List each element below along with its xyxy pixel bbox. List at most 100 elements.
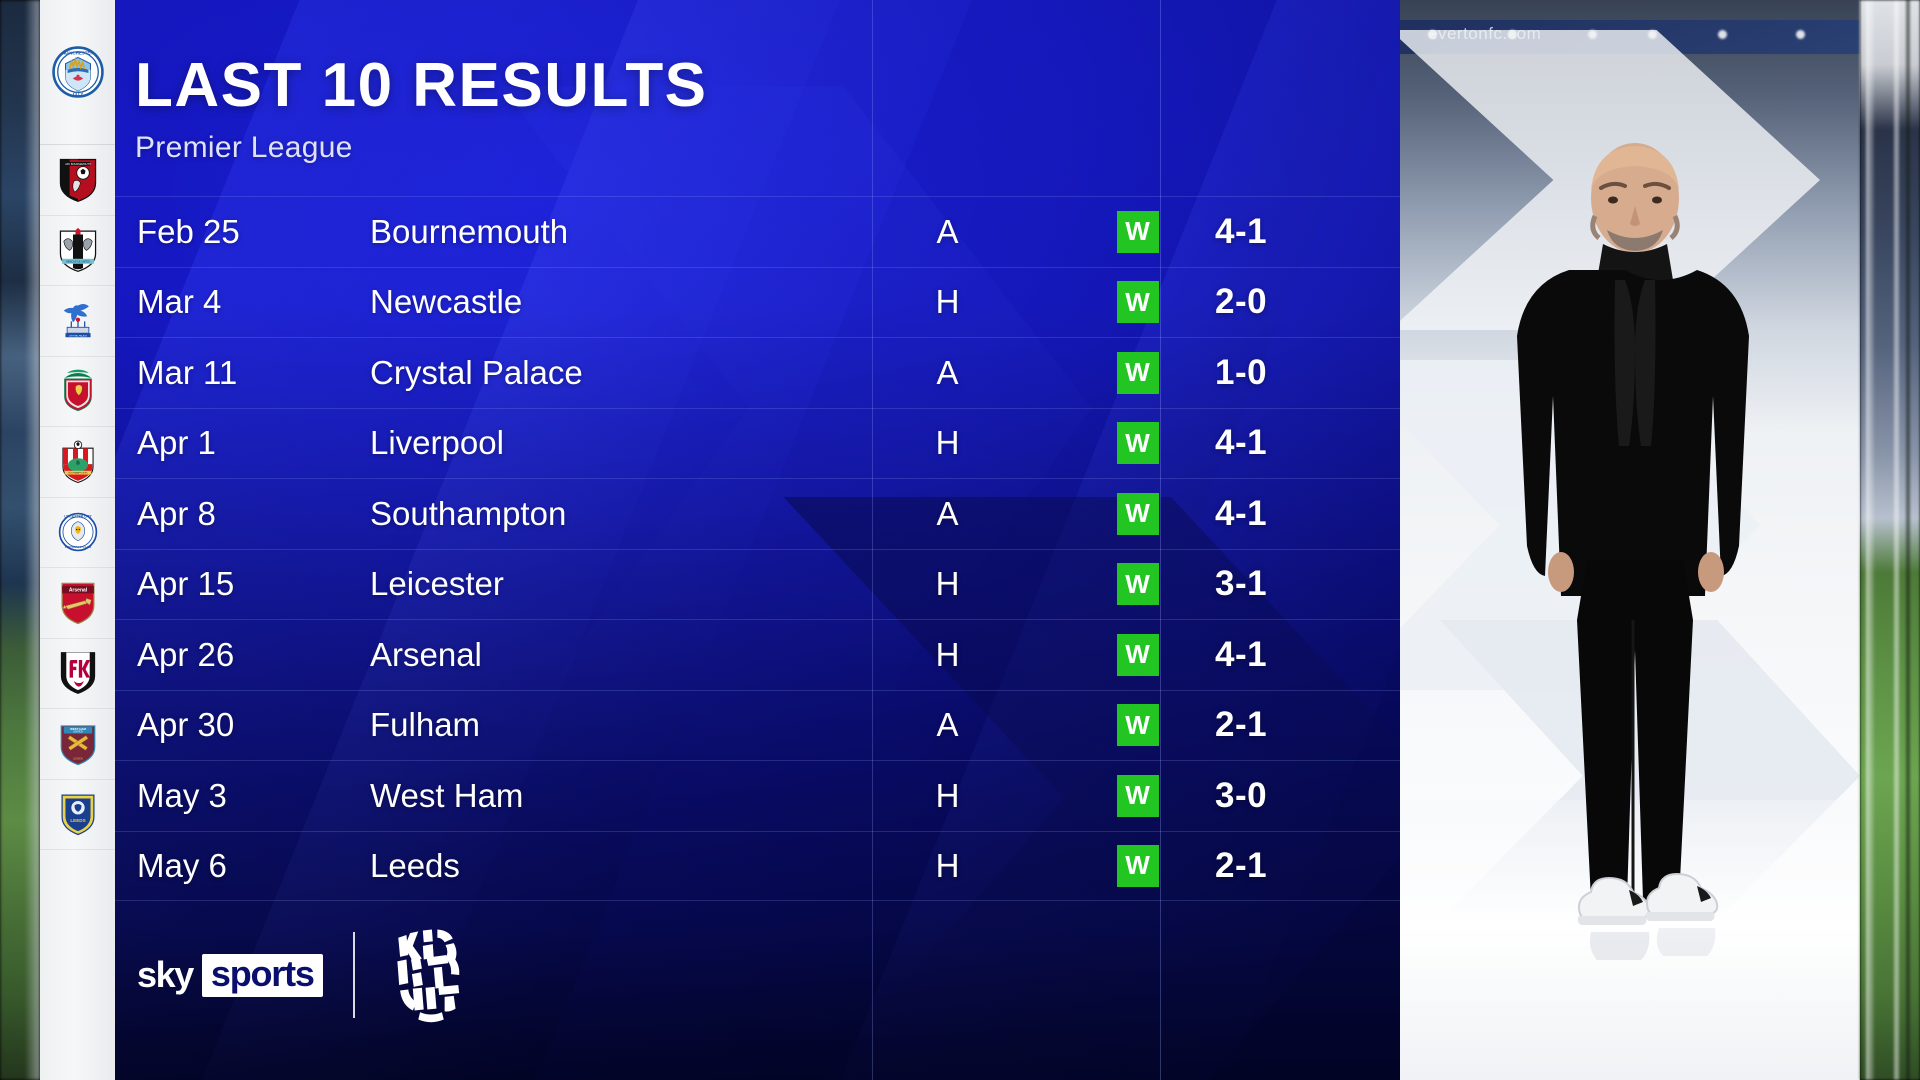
right-stadium-edge bbox=[1860, 0, 1920, 1080]
svg-text:FOOTBALL CLUB: FOOTBALL CLUB bbox=[64, 545, 91, 549]
cell-score: 4-1 bbox=[1215, 211, 1268, 251]
column-divider-left bbox=[872, 0, 873, 1080]
cell-opponent: West Ham bbox=[370, 776, 524, 814]
result-badge: W bbox=[1116, 281, 1159, 324]
crystal-palace-crest-icon: CRYSTAL PALACE bbox=[57, 298, 99, 344]
cell-score: 4-1 bbox=[1215, 634, 1268, 674]
leicester-crest-icon: LEICESTER CITY FOOTBALL CLUB bbox=[57, 509, 99, 555]
manager-photo-panel: evertonfc.com bbox=[1400, 0, 1860, 1080]
cell-date: Apr 26 bbox=[137, 635, 235, 673]
crest-cell bbox=[40, 639, 115, 709]
footer-logos: sky sports bbox=[137, 925, 477, 1025]
cell-opponent: Newcastle bbox=[370, 283, 523, 321]
cell-venue: H bbox=[935, 776, 960, 814]
cell-date: Apr 8 bbox=[137, 494, 216, 532]
leeds-crest-icon: LEEDS bbox=[57, 791, 99, 837]
sky-wordmark: sky bbox=[137, 954, 194, 995]
team-crest-cell: MANCHESTER CITY bbox=[40, 0, 115, 145]
cell-opponent: Bournemouth bbox=[370, 212, 569, 250]
svg-text:Arsenal: Arsenal bbox=[68, 587, 87, 593]
left-stadium-edge bbox=[0, 0, 40, 1080]
table-row: Apr 1 Liverpool H W 4-1 bbox=[115, 407, 1400, 479]
svg-text:CRYSTAL PALACE: CRYSTAL PALACE bbox=[69, 334, 88, 337]
crest-cell bbox=[40, 357, 115, 427]
panel-header: LAST 10 RESULTS Premier League bbox=[135, 55, 708, 165]
result-badge: W bbox=[1116, 844, 1159, 887]
manchester-city-crest-icon: MANCHESTER CITY bbox=[51, 46, 104, 98]
cell-result: W bbox=[1070, 422, 1205, 465]
svg-text:AFC BOURNEMOUTH: AFC BOURNEMOUTH bbox=[65, 163, 91, 166]
west-ham-crest-icon: WEST HAM UNITED LONDON bbox=[57, 721, 99, 767]
cell-score: 3-1 bbox=[1215, 564, 1268, 604]
cell-venue: H bbox=[935, 565, 960, 603]
cell-result: W bbox=[1070, 351, 1205, 394]
rail-spacer bbox=[40, 850, 115, 1080]
cell-opponent: Leicester bbox=[370, 565, 504, 603]
cell-date: Apr 1 bbox=[137, 424, 216, 462]
result-badge: W bbox=[1116, 704, 1159, 747]
results-panel: LAST 10 RESULTS Premier League Feb 25 Bou… bbox=[115, 0, 1400, 1080]
cell-result: W bbox=[1070, 844, 1205, 887]
cell-opponent: Arsenal bbox=[370, 635, 482, 673]
svg-text:SOUTHAMPTON FC: SOUTHAMPTON FC bbox=[68, 471, 88, 474]
svg-text:WEST HAM: WEST HAM bbox=[70, 727, 86, 731]
result-badge: W bbox=[1116, 492, 1159, 535]
cell-result: W bbox=[1070, 210, 1205, 253]
svg-text:UNITED: UNITED bbox=[73, 730, 83, 733]
svg-text:CITY: CITY bbox=[72, 91, 84, 96]
table-row: Mar 4 Newcastle H W 2-0 bbox=[115, 266, 1400, 338]
crest-cell: NEWCASTLE UNITED bbox=[40, 216, 115, 286]
cell-venue: A bbox=[936, 706, 959, 744]
cell-date: Feb 25 bbox=[137, 212, 240, 250]
table-row: Apr 30 Fulham A W 2-1 bbox=[115, 689, 1400, 761]
cell-opponent: Crystal Palace bbox=[370, 353, 583, 391]
southampton-crest-icon: SOUTHAMPTON FC bbox=[57, 439, 99, 485]
cell-venue: H bbox=[935, 283, 960, 321]
result-badge: W bbox=[1116, 210, 1159, 253]
table-row: Mar 11 Crystal Palace A W 1-0 bbox=[115, 337, 1400, 408]
crest-cell: LEICESTER CITY FOOTBALL CLUB bbox=[40, 498, 115, 568]
arsenal-crest-icon: Arsenal bbox=[57, 580, 99, 626]
cell-score: 1-0 bbox=[1215, 352, 1268, 392]
footer-divider bbox=[352, 932, 355, 1018]
cell-venue: A bbox=[936, 212, 959, 250]
results-table: Feb 25 Bournemouth A W 4-1 Mar 4 Newcastle H W 2-… bbox=[115, 196, 1400, 901]
cell-score: 4-1 bbox=[1215, 493, 1268, 533]
liverpool-crest-icon bbox=[57, 368, 99, 414]
club-crest-rail: MANCHESTER CITY AFC BOURNEMOUTH bbox=[40, 0, 115, 1080]
cell-date: Mar 11 bbox=[137, 353, 238, 391]
page-title: LAST 10 RESULTS bbox=[135, 51, 708, 120]
studio-floor bbox=[1400, 800, 1860, 1080]
table-row: Apr 8 Southampton A W 4-1 bbox=[115, 478, 1400, 549]
column-divider-right bbox=[1160, 0, 1161, 1080]
table-row: Apr 26 Arsenal H W 4-1 bbox=[115, 619, 1400, 690]
cell-date: Apr 30 bbox=[137, 706, 235, 744]
cell-result: W bbox=[1070, 281, 1205, 324]
fulham-crest-icon bbox=[57, 650, 99, 696]
cell-result: W bbox=[1070, 704, 1205, 747]
manager-portrait bbox=[1495, 120, 1775, 1000]
result-badge: W bbox=[1116, 563, 1159, 606]
crest-cell: WEST HAM UNITED LONDON bbox=[40, 709, 115, 780]
svg-text:MANCHESTER: MANCHESTER bbox=[62, 50, 94, 55]
cell-score: 2-1 bbox=[1215, 845, 1268, 885]
result-badge: W bbox=[1116, 774, 1159, 817]
svg-text:LONDON: LONDON bbox=[73, 758, 83, 760]
svg-text:LEICESTER CITY: LEICESTER CITY bbox=[64, 515, 92, 519]
result-badge: W bbox=[1116, 633, 1159, 676]
cell-date: May 6 bbox=[137, 846, 227, 884]
sky-sports-logo: sky sports bbox=[137, 953, 323, 997]
cell-venue: H bbox=[935, 846, 960, 884]
cell-score: 2-0 bbox=[1215, 282, 1268, 322]
cell-result: W bbox=[1070, 563, 1205, 606]
result-badge: W bbox=[1116, 422, 1159, 465]
cell-result: W bbox=[1070, 774, 1205, 817]
svg-text:LEEDS: LEEDS bbox=[70, 818, 85, 823]
cell-opponent: Liverpool bbox=[370, 424, 504, 462]
cell-result: W bbox=[1070, 492, 1205, 535]
svg-text:NEWCASTLE UNITED: NEWCASTLE UNITED bbox=[66, 261, 90, 264]
cell-opponent: Fulham bbox=[370, 706, 481, 744]
cell-date: Mar 4 bbox=[137, 283, 222, 321]
cell-opponent: Southampton bbox=[370, 494, 567, 532]
